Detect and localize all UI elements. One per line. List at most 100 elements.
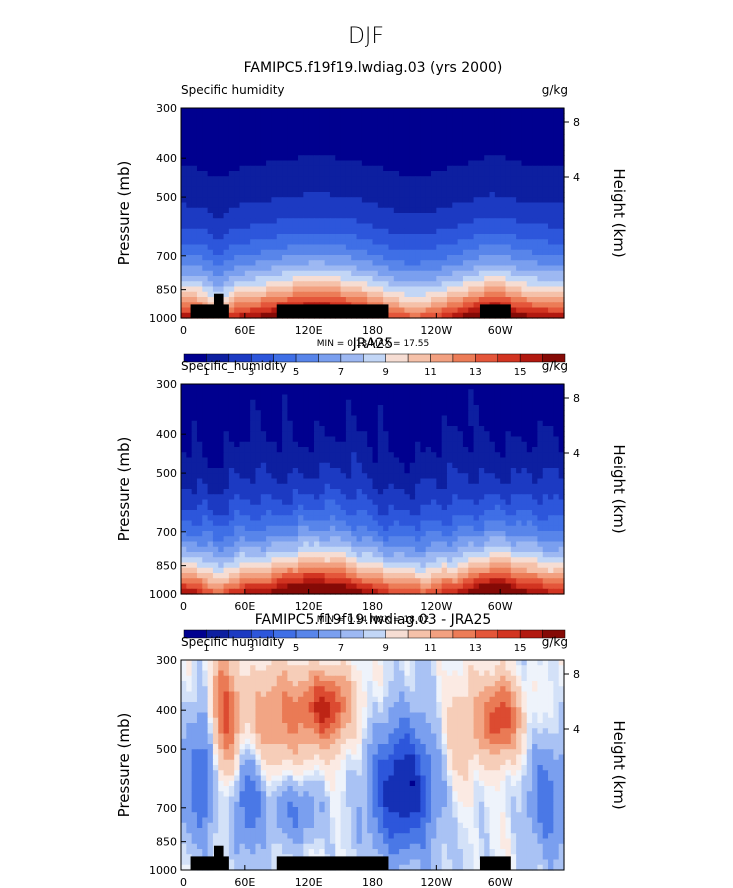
field-cell <box>452 123 459 130</box>
field-cell <box>244 499 251 506</box>
field-cell <box>446 410 453 417</box>
field-cell <box>468 420 475 427</box>
field-cell <box>393 286 400 293</box>
field-cell <box>292 499 299 506</box>
field-cell <box>181 118 187 125</box>
field-cell <box>505 483 512 490</box>
field-cell <box>207 384 214 390</box>
field-cell <box>324 478 331 485</box>
field-cell <box>260 118 267 125</box>
field-cell <box>207 108 214 114</box>
field-cell <box>409 473 416 480</box>
field-cell <box>313 452 320 459</box>
field-cell <box>234 410 241 417</box>
field-cell <box>558 192 565 198</box>
field-cell <box>345 499 352 506</box>
field-cell <box>218 244 225 251</box>
field-cell <box>196 171 203 177</box>
field-cell <box>425 276 432 282</box>
field-cell <box>478 260 485 267</box>
field-cell <box>468 307 475 314</box>
field-cell <box>266 186 273 193</box>
field-cell <box>478 457 485 464</box>
field-cell <box>234 181 241 188</box>
field-cell <box>313 415 320 422</box>
field-cell <box>473 260 480 267</box>
field-cell <box>399 525 406 532</box>
field-cell <box>271 176 278 183</box>
field-cell <box>196 520 203 527</box>
field-cell <box>425 150 432 156</box>
field-cell <box>367 510 374 516</box>
field-cell <box>431 171 437 177</box>
field-cell <box>399 384 406 390</box>
field-cell <box>207 171 214 177</box>
field-cell <box>377 249 384 256</box>
field-cell <box>266 494 273 501</box>
field-cell <box>298 436 304 443</box>
field-cell <box>218 415 225 422</box>
field-cell <box>181 234 187 240</box>
field-cell <box>537 431 544 438</box>
field-cell <box>191 420 198 427</box>
field-cell <box>532 150 538 156</box>
field-cell <box>516 239 523 246</box>
field-cell <box>223 399 230 406</box>
field-cell <box>276 452 283 459</box>
field-cell <box>271 499 278 506</box>
field-cell <box>186 244 193 251</box>
field-cell <box>425 415 432 422</box>
field-cell <box>271 165 278 172</box>
field-cell <box>494 160 501 167</box>
field-cell <box>298 108 304 114</box>
field-cell <box>292 255 299 261</box>
field-cell <box>553 249 560 256</box>
field-cell <box>292 260 299 267</box>
field-cell <box>329 389 336 396</box>
field-cell <box>260 473 267 480</box>
field-cell <box>313 405 320 411</box>
field-cell <box>478 171 485 177</box>
field-cell <box>239 213 246 219</box>
field-cell <box>399 307 406 314</box>
field-cell <box>537 447 544 453</box>
field-cell <box>271 302 278 309</box>
field-cell <box>250 415 257 422</box>
field-cell <box>548 410 554 417</box>
field-cell <box>351 420 358 427</box>
field-cell <box>228 276 235 282</box>
field-cell <box>532 276 538 282</box>
field-cell <box>462 265 469 272</box>
field-cell <box>542 468 549 474</box>
field-cell <box>548 473 554 480</box>
field-cell <box>266 249 273 256</box>
field-cell <box>548 276 554 282</box>
field-cell <box>361 186 368 193</box>
panels: FAMIPC5.f19f19.lwdiag.03 (yrs 2000)Speci… <box>115 60 628 888</box>
field-cell <box>255 186 262 193</box>
field-cell <box>516 447 523 453</box>
field-cell <box>260 302 267 309</box>
field-cell <box>484 405 491 411</box>
field-cell <box>196 244 203 251</box>
field-cell <box>399 155 406 162</box>
field-cell <box>367 394 374 401</box>
field-cell <box>276 270 283 277</box>
field-cell <box>478 297 485 303</box>
field-cell <box>457 441 464 448</box>
field-cell <box>404 473 411 480</box>
field-cell <box>351 255 358 261</box>
field-cell <box>558 394 565 401</box>
field-cell <box>532 255 538 261</box>
field-cell <box>181 489 187 495</box>
field-cell <box>298 192 304 198</box>
field-cell <box>196 260 203 267</box>
field-cell <box>399 239 406 246</box>
field-cell <box>244 150 251 156</box>
field-cell <box>510 426 517 432</box>
field-cell <box>510 134 517 141</box>
field-cell <box>308 499 315 506</box>
field-cell <box>415 192 421 198</box>
field-cell <box>500 134 507 141</box>
field-cell <box>516 113 523 120</box>
